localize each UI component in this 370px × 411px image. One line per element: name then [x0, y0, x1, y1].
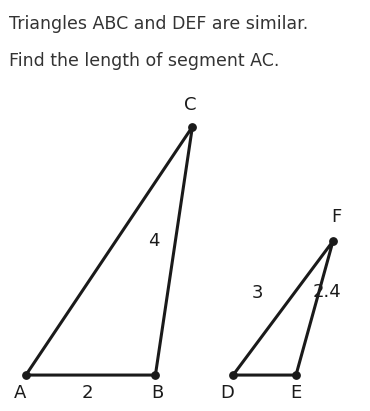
Point	[189, 123, 195, 130]
Text: 3: 3	[251, 284, 263, 302]
Text: A: A	[14, 384, 27, 402]
Text: D: D	[221, 384, 235, 402]
Text: 2.4: 2.4	[313, 283, 342, 301]
Text: B: B	[151, 384, 164, 402]
Point	[293, 372, 299, 379]
Text: E: E	[290, 384, 302, 402]
Point	[152, 372, 158, 379]
Text: 4: 4	[148, 232, 159, 250]
Point	[230, 372, 236, 379]
Text: Find the length of segment AC.: Find the length of segment AC.	[9, 52, 280, 70]
Point	[330, 238, 336, 245]
Point	[23, 372, 29, 379]
Text: Triangles ABC and DEF are similar.: Triangles ABC and DEF are similar.	[9, 15, 309, 33]
Text: F: F	[332, 208, 342, 226]
Text: 2: 2	[81, 384, 93, 402]
Text: C: C	[184, 97, 197, 115]
